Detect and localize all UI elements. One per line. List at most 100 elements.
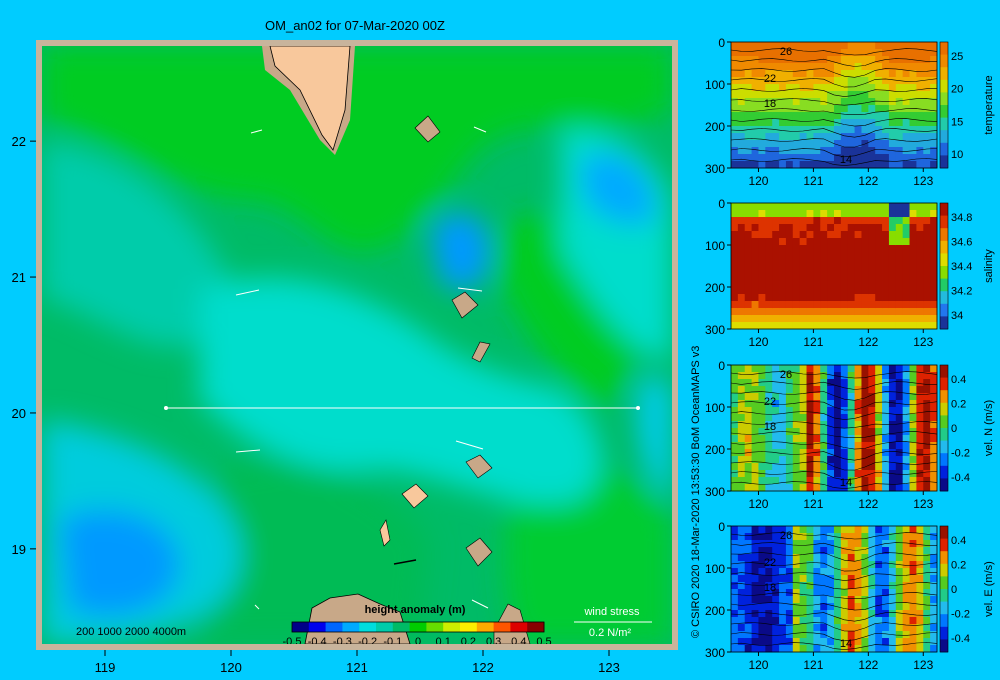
section-cell xyxy=(902,407,910,415)
section-cell xyxy=(834,322,842,330)
section-cell xyxy=(930,386,938,394)
lon-tick-label: 123 xyxy=(913,335,933,349)
section-cell xyxy=(820,238,828,246)
contour-line xyxy=(730,552,938,562)
section-cell xyxy=(888,596,897,604)
section-cell xyxy=(875,301,883,309)
contour-label: 22 xyxy=(764,73,776,85)
section-cell xyxy=(923,154,931,162)
section-cell xyxy=(854,645,862,653)
section-cell xyxy=(827,308,835,316)
section-cell xyxy=(799,393,807,401)
section-cell xyxy=(847,561,855,569)
section-cell xyxy=(820,280,828,288)
section-cell xyxy=(861,224,869,232)
section-cell xyxy=(902,63,910,71)
section-cell xyxy=(737,294,746,302)
section-cell xyxy=(847,596,855,604)
section-cell xyxy=(772,63,780,71)
section-cell xyxy=(861,273,869,281)
section-cell xyxy=(888,575,897,583)
section-cell xyxy=(854,596,862,604)
section-cell xyxy=(806,315,814,323)
section-cell xyxy=(888,105,897,113)
section-cell xyxy=(930,575,938,583)
depth-tick-label: 200 xyxy=(705,281,725,295)
panel-colorbar-swatch xyxy=(940,130,948,144)
section-cell xyxy=(792,533,801,541)
depth-tick-label: 100 xyxy=(705,239,725,253)
section-cell xyxy=(779,582,787,590)
section-cell xyxy=(909,421,917,429)
section-cell xyxy=(840,393,849,401)
section-cell xyxy=(888,624,897,632)
section-cell xyxy=(895,456,904,464)
section-cell xyxy=(772,161,780,169)
section-cell xyxy=(772,238,780,246)
section-cell xyxy=(916,56,924,64)
section-cell xyxy=(737,238,746,246)
section-cell xyxy=(779,63,787,71)
section-cell xyxy=(765,266,773,274)
section-cell xyxy=(923,645,931,653)
section-cell xyxy=(799,259,807,267)
panel-colorbar-swatch xyxy=(940,228,948,242)
section-cell xyxy=(895,470,904,478)
section-cell xyxy=(779,533,787,541)
section-cell xyxy=(779,400,787,408)
section-cell xyxy=(902,252,910,260)
section-cell xyxy=(854,266,862,274)
section-cell xyxy=(916,554,924,562)
section-cell xyxy=(792,365,801,373)
section-cell xyxy=(888,133,897,141)
section-cell xyxy=(827,484,835,492)
section-cell xyxy=(888,266,897,274)
section-cell xyxy=(916,393,924,401)
section-cell xyxy=(751,624,759,632)
section-cell xyxy=(861,70,869,78)
section-cell xyxy=(902,477,910,485)
section-cell xyxy=(792,49,801,57)
section-cell xyxy=(834,561,842,569)
section-cell xyxy=(827,442,835,450)
section-cell xyxy=(902,147,910,155)
map-x-tick-label: 119 xyxy=(95,660,116,675)
section-cell xyxy=(799,77,807,85)
section-cell xyxy=(895,266,904,274)
section-cell xyxy=(820,217,828,225)
section-cell xyxy=(875,568,883,576)
section-cell xyxy=(779,322,787,330)
section-cell xyxy=(909,322,917,330)
section-cell xyxy=(854,372,862,380)
section-cell xyxy=(888,484,897,492)
section-cell xyxy=(834,624,842,632)
lon-tick-label: 121 xyxy=(803,174,823,188)
section-cell xyxy=(731,77,739,85)
section-cell xyxy=(731,70,739,78)
section-cell xyxy=(916,582,924,590)
section-cell xyxy=(840,533,849,541)
section-cell xyxy=(909,638,917,646)
section-cell xyxy=(772,435,780,443)
section-cell xyxy=(840,414,849,422)
section-cell xyxy=(895,84,904,92)
section-cell xyxy=(806,414,814,422)
section-cell xyxy=(827,287,835,295)
section-cell xyxy=(806,273,814,281)
section-cell xyxy=(909,575,917,583)
section-cell xyxy=(765,386,773,394)
section-cell xyxy=(765,414,773,422)
section-cell xyxy=(834,77,842,85)
section-cell xyxy=(834,154,842,162)
section-cell xyxy=(820,140,828,148)
section-cell xyxy=(882,287,890,295)
section-cell xyxy=(854,308,862,316)
section-cell xyxy=(765,421,773,429)
section-cell xyxy=(840,379,849,387)
section-cell xyxy=(923,266,931,274)
section-cell xyxy=(792,596,801,604)
panel-colorbar-swatch xyxy=(940,526,948,539)
section-cell xyxy=(737,638,746,646)
section-cell xyxy=(834,259,842,267)
section-cell xyxy=(731,273,739,281)
